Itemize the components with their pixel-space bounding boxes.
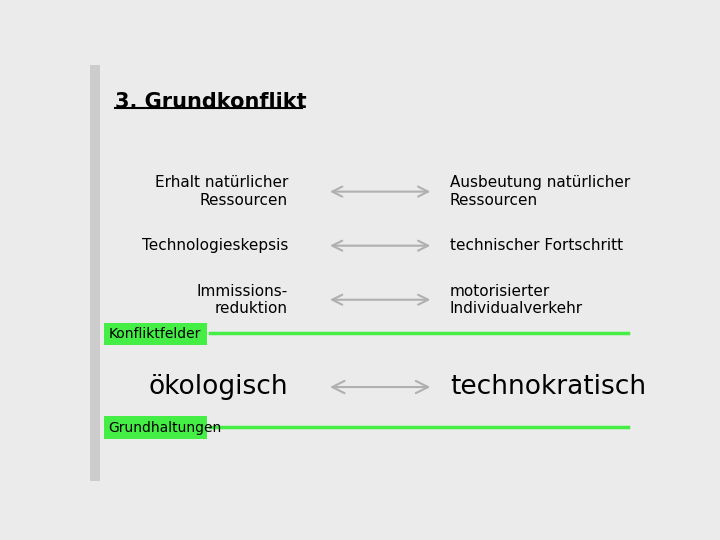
Text: Ausbeutung natürlicher
Ressourcen: Ausbeutung natürlicher Ressourcen xyxy=(450,176,630,208)
Text: motorisierter
Individualverkehr: motorisierter Individualverkehr xyxy=(450,284,583,316)
Bar xyxy=(90,65,100,481)
Text: Konfliktfelder: Konfliktfelder xyxy=(109,327,201,341)
Text: Immissions-
reduktion: Immissions- reduktion xyxy=(197,284,288,316)
Text: Technologieskepsis: Technologieskepsis xyxy=(142,238,288,253)
Text: technischer Fortschritt: technischer Fortschritt xyxy=(450,238,623,253)
Text: Grundhaltungen: Grundhaltungen xyxy=(109,421,222,435)
Bar xyxy=(104,416,207,439)
Text: 3. Grundkonflikt: 3. Grundkonflikt xyxy=(115,92,307,112)
Text: Erhalt natürlicher
Ressourcen: Erhalt natürlicher Ressourcen xyxy=(155,176,288,208)
Bar xyxy=(104,322,207,346)
Text: ökologisch: ökologisch xyxy=(148,374,288,400)
Text: technokratisch: technokratisch xyxy=(450,374,646,400)
